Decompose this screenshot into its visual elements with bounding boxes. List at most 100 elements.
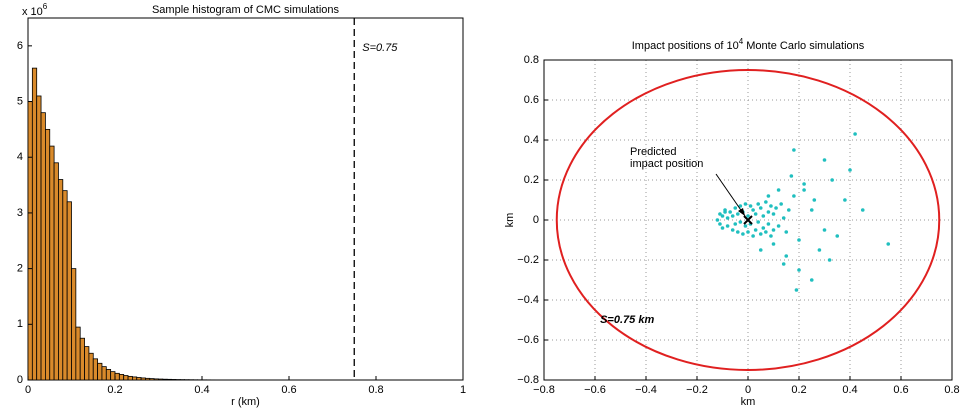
- histogram-bar: [97, 362, 103, 381]
- plot-frame: [27, 17, 464, 381]
- scatter-point: [766, 194, 771, 198]
- scatter-point: [781, 216, 786, 220]
- scatter-point: [764, 230, 768, 234]
- scatter-point: [776, 224, 781, 228]
- multiplier-base: x 10: [22, 6, 43, 18]
- scatter-point: [753, 212, 758, 216]
- y-axis-label: km: [504, 213, 516, 228]
- scatter-point: [756, 202, 760, 206]
- arrow-head: [738, 208, 745, 216]
- x-tick-label: 0.8: [944, 384, 959, 396]
- y-tick-label: 0.8: [524, 54, 539, 66]
- scatter-point: [776, 188, 781, 192]
- histogram-bar: [136, 377, 142, 381]
- scatter-point: [781, 262, 786, 266]
- title-part: Monte Carlo simulations: [743, 40, 865, 52]
- threshold-circle: [555, 69, 941, 371]
- histogram-bar: [88, 352, 94, 381]
- y-tick-label: 0.4: [524, 134, 539, 146]
- histogram-bar: [92, 358, 98, 381]
- scatter-point: [853, 132, 857, 136]
- scatter-point: [794, 288, 799, 292]
- scatter-point: [822, 158, 827, 162]
- scatter-point: [769, 234, 773, 238]
- annotation-arrow: [715, 173, 746, 217]
- y-tick-label: 3: [17, 207, 23, 219]
- x-tick-label: 0.2: [791, 384, 806, 396]
- histogram-bar: [58, 179, 64, 381]
- histogram-bar: [101, 366, 107, 381]
- threshold-label: S=0.75: [362, 42, 398, 54]
- scatter-point: [720, 214, 725, 218]
- histogram-bar: [118, 374, 125, 381]
- scatter-point: [860, 208, 865, 212]
- x-axis-label: km: [741, 396, 756, 408]
- histogram-bar: [27, 101, 33, 381]
- scatter-point: [730, 228, 735, 232]
- scatter-point: [743, 224, 748, 228]
- scatter-point: [751, 234, 755, 238]
- circle-label: S=0.75 km: [600, 314, 654, 326]
- y-tick-label: 6: [17, 40, 23, 52]
- scatter-point: [730, 214, 735, 218]
- y-tick-label: −0.6: [517, 334, 539, 346]
- scatter-point: [771, 228, 776, 232]
- histogram-bar: [166, 378, 172, 381]
- x-tick-label: 0: [745, 384, 751, 396]
- y-tick-label: 0.6: [524, 94, 539, 106]
- scatter-point: [835, 234, 840, 238]
- scatter-point: [827, 258, 832, 262]
- scatter-point: [728, 210, 732, 214]
- scatter-point: [741, 232, 745, 236]
- scatter-point: [758, 248, 763, 252]
- y-tick-label: −0.2: [517, 254, 539, 266]
- histogram-bar: [49, 145, 55, 381]
- histogram-bar: [105, 369, 112, 381]
- histogram-bar: [153, 378, 159, 381]
- histogram-bar: [71, 268, 77, 381]
- scatter-point: [809, 278, 814, 282]
- scatter-point: [761, 226, 766, 230]
- scatter-point: [733, 206, 738, 210]
- x-tick-label: 0.4: [194, 384, 209, 396]
- histogram-bar: [171, 379, 177, 381]
- histogram-bar: [149, 378, 155, 381]
- histogram-bar: [123, 375, 129, 381]
- x-tick-label: −0.6: [584, 384, 606, 396]
- chart-title: Sample histogram of CMC simulations: [152, 4, 340, 16]
- x-axis-label: r (km): [231, 396, 260, 408]
- histogram-bar: [162, 378, 168, 381]
- histogram-bar: [110, 371, 116, 381]
- y-tick-label: −0.8: [517, 374, 539, 386]
- histogram-bar: [75, 326, 81, 381]
- scatter-point: [802, 188, 806, 192]
- y-multiplier: x 106: [22, 2, 48, 18]
- scatter-point: [751, 208, 755, 212]
- histogram-bar: [84, 346, 90, 381]
- scatter-point: [809, 208, 814, 212]
- x-tick-label: 0.6: [893, 384, 908, 396]
- y-tick-label: 4: [17, 151, 23, 163]
- scatter-point: [723, 210, 727, 214]
- scatter-point: [715, 218, 720, 222]
- scatter-point: [797, 238, 801, 242]
- scatter-point: [792, 148, 796, 152]
- scatter-point: [817, 248, 822, 252]
- y-tick-label: −0.4: [517, 294, 539, 306]
- scatter-point: [758, 206, 763, 210]
- scatter-point: [843, 198, 847, 202]
- y-tick-label: 5: [17, 95, 23, 107]
- histogram-bar: [62, 190, 68, 381]
- scatter-point: [761, 214, 766, 218]
- histogram-bar: [114, 372, 120, 381]
- scatter-point: [789, 174, 794, 178]
- x-tick-label: −0.2: [686, 384, 708, 396]
- scatter-point: [725, 224, 730, 228]
- marker-label: impact position: [630, 158, 703, 170]
- y-tick-label: 0: [17, 374, 23, 386]
- y-tick-label: 0: [533, 214, 539, 226]
- scatter-point: [748, 204, 753, 208]
- histogram-bar: [158, 378, 164, 381]
- scatter-point: [797, 268, 801, 272]
